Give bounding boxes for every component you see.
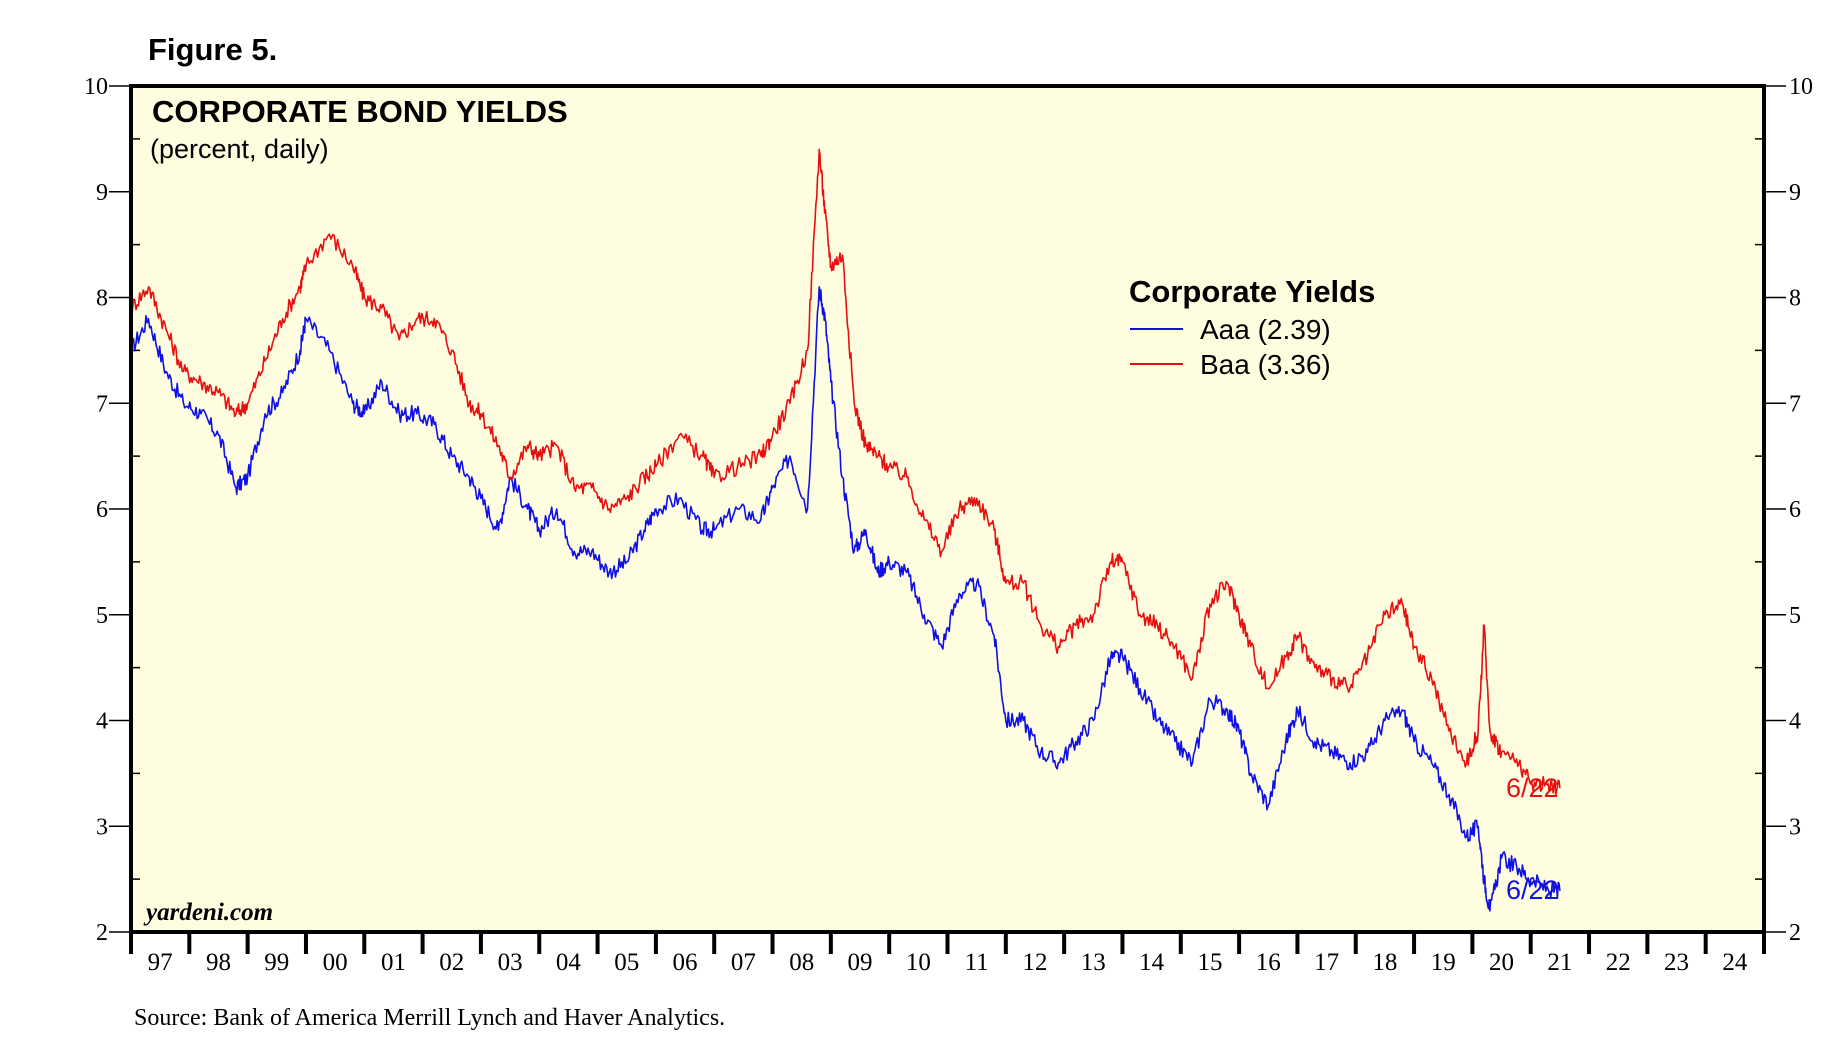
y-tick-label-left: 2 bbox=[96, 920, 108, 946]
x-tick-label: 98 bbox=[206, 949, 231, 976]
series-line-aaa bbox=[130, 286, 1561, 912]
figure-label: Figure 5. bbox=[148, 32, 278, 67]
x-tick-label: 23 bbox=[1664, 949, 1689, 976]
y-tick-label-left: 7 bbox=[96, 391, 108, 417]
y-tick-label-left: 4 bbox=[96, 709, 108, 735]
x-tick-label: 16 bbox=[1256, 949, 1281, 976]
source-note: Source: Bank of America Merrill Lynch an… bbox=[134, 1005, 726, 1031]
y-tick-label-left: 9 bbox=[96, 180, 108, 206]
x-tick-label: 12 bbox=[1022, 949, 1047, 976]
x-tick-label: 11 bbox=[965, 949, 989, 976]
y-tick-label-right: 2 bbox=[1789, 920, 1801, 946]
x-tick-label: 05 bbox=[614, 949, 639, 976]
series-line-baa bbox=[130, 148, 1561, 796]
y-tick-label-right: 4 bbox=[1789, 709, 1801, 735]
y-tick-label-left: 3 bbox=[96, 814, 108, 840]
y-tick-label-left: 5 bbox=[96, 603, 108, 629]
x-tick-label: 09 bbox=[848, 949, 873, 976]
x-tick-label: 10 bbox=[906, 949, 931, 976]
y-axis-ticks: 2 2 3 3 4 4 5 5 6 6 7 7 8 8 9 9 10 10 bbox=[84, 74, 1813, 946]
y-tick-label-left: 10 bbox=[84, 74, 108, 100]
x-tick-label: 97 bbox=[148, 949, 173, 976]
x-tick-label: 00 bbox=[323, 949, 348, 976]
plot-frame bbox=[129, 84, 1766, 934]
chart-title: CORPORATE BOND YIELDS bbox=[152, 94, 568, 129]
y-tick-label-right: 9 bbox=[1789, 180, 1801, 206]
x-tick-label: 19 bbox=[1431, 949, 1456, 976]
x-tick-label: 18 bbox=[1372, 949, 1397, 976]
x-tick-label: 15 bbox=[1197, 949, 1222, 976]
x-tick-label: 21 bbox=[1547, 949, 1572, 976]
plot-background bbox=[131, 86, 1764, 932]
legend-aaa-label: Aaa (2.39) bbox=[1200, 314, 1331, 345]
x-tick-label: 99 bbox=[264, 949, 289, 976]
x-tick-label: 03 bbox=[498, 949, 523, 976]
y-tick-label-right: 8 bbox=[1789, 286, 1801, 312]
y-tick-label-right: 7 bbox=[1789, 391, 1801, 417]
legend-baa-label: Baa (3.36) bbox=[1200, 349, 1331, 380]
y-tick-label-right: 6 bbox=[1789, 497, 1801, 523]
x-tick-label: 24 bbox=[1722, 949, 1748, 976]
y-tick-label-right: 10 bbox=[1789, 74, 1813, 100]
x-tick-label: 02 bbox=[439, 949, 464, 976]
watermark: yardeni.com bbox=[143, 899, 273, 926]
y-tick-label-right: 3 bbox=[1789, 814, 1801, 840]
x-tick-label: 17 bbox=[1314, 949, 1339, 976]
x-tick-label: 01 bbox=[381, 949, 406, 976]
y-tick-label-left: 6 bbox=[96, 497, 108, 523]
x-axis-ticks: 97 98 99 00 01 02 03 04 05 06 07 08 09 10 11 12 13 14 15 16… bbox=[129, 932, 1766, 976]
aaa-end-label: 6/22 bbox=[1506, 875, 1559, 905]
legend-title: Corporate Yields bbox=[1129, 274, 1375, 309]
x-tick-label: 04 bbox=[556, 949, 582, 976]
x-tick-label: 06 bbox=[673, 949, 698, 976]
x-tick-label: 08 bbox=[789, 949, 814, 976]
baa-end-label: 6/22 bbox=[1506, 773, 1559, 803]
series-group bbox=[130, 148, 1561, 912]
x-tick-label: 20 bbox=[1489, 949, 1514, 976]
chart-subtitle: (percent, daily) bbox=[150, 134, 329, 164]
x-tick-label: 22 bbox=[1606, 949, 1631, 976]
y-tick-label-left: 8 bbox=[96, 286, 108, 312]
x-tick-label: 14 bbox=[1139, 949, 1165, 976]
y-tick-label-right: 5 bbox=[1789, 603, 1801, 629]
x-tick-label: 13 bbox=[1081, 949, 1106, 976]
x-tick-label: 07 bbox=[731, 949, 756, 976]
